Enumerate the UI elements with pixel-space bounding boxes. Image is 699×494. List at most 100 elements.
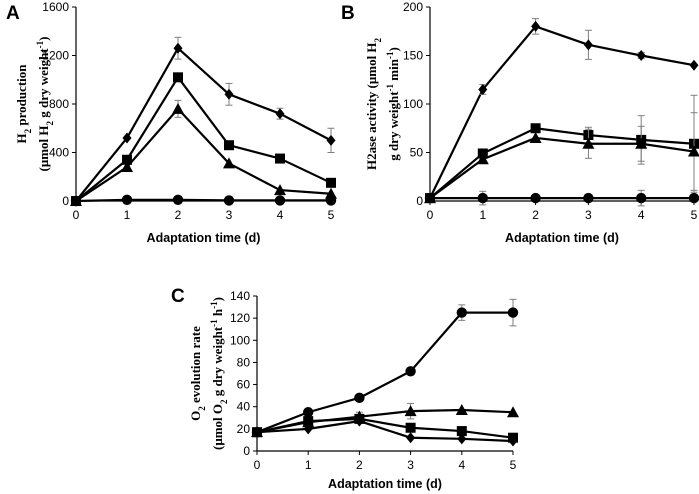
panel-b-point-circle [636,192,647,204]
panel-b-y-tick-label: 200 [403,0,423,14]
panel-c-point-square [456,426,467,437]
panel-c-x-tick-label: 4 [458,458,465,472]
panel-a-point-circle [121,194,133,205]
panel-b-point-diamond [689,59,699,71]
panel-c-point-triangle [507,406,519,418]
panel-c-y-tick-label: 80 [237,355,251,369]
panel-c-y-tick-label: 60 [237,378,251,392]
panel-a-line-circle [75,198,331,203]
panel-b-y-axis-title: H2ase activity (μmol H2g dry weight-1 mi… [364,37,401,170]
panel-a-point-diamond [122,132,132,144]
panel-b-point-circle [530,192,541,204]
panel-a-point-circle [172,194,184,205]
panel-a-point-square [275,153,285,164]
panel-b-point-circle [477,192,488,204]
panel-b-x-tick-label: 0 [427,208,434,222]
panel-c-point-square [405,422,416,433]
panel-a-x-tick-label: 4 [277,208,284,222]
panel-a-point-square [122,154,132,165]
chart-panel-c: 0 20 40 60 80 100 120 140 0 1 2 3 4 5 Adaptation time … [188,289,519,491]
panel-b-point-diamond [636,50,646,61]
panel-b-y-tick-label: 150 [403,49,423,63]
panel-c-series-triangle [251,402,519,438]
panel-a-x-tick-label: 5 [328,208,335,222]
panel-a-x-tick-label: 0 [73,208,80,222]
panel-b-x-tick-label: 1 [479,208,486,222]
panel-c-x-axis-title: Adaptation time (d) [328,477,442,491]
chart-panel-b: 0 50 100 150 200 0 1 2 3 4 5 Adaptation time (d) H2a… [364,0,699,245]
panel-b-point-circle [688,192,699,204]
panel-b-y-tick-label: 100 [403,97,423,111]
panel-c-y-tick-label: 120 [230,311,250,325]
panel-letter-c: C [171,286,185,307]
panel-a-point-diamond [173,42,183,54]
panel-a-y-axis-title-line1: H2 production [14,64,33,144]
panel-c-x-tick-label: 3 [407,458,414,472]
chart-panel-a: 0 400 800 1200 1600 0 1 2 3 4 5 Adaptation time (d)… [14,0,337,245]
panel-a-point-circle [274,195,286,206]
panel-c-point-circle [507,307,519,318]
panel-a-line-square [75,76,332,202]
panel-c-point-diamond [406,432,416,444]
panel-c-point-triangle [404,405,417,417]
panel-b-x-tick-label: 2 [532,208,539,222]
panel-b-line-square [429,127,695,199]
panel-c-x-tick-label: 0 [254,458,261,472]
panel-b-series-diamond [425,18,699,204]
panel-c-point-circle [303,407,314,418]
panel-b-point-triangle [582,137,595,149]
panel-letter-b: B [341,3,355,24]
panel-b-point-diamond [531,20,541,32]
panel-a-y-axis-title-line2: (μmol H2 g dry weight-1) [35,37,55,172]
panel-c-point-diamond [303,423,313,435]
panel-c-point-triangle [455,404,468,416]
panel-a-x-tick-label: 2 [175,208,182,222]
panel-b-point-diamond [478,83,488,95]
panel-c-y-tick-label: 20 [237,422,251,436]
panel-c-point-circle [354,392,365,404]
panel-a-point-square [173,72,183,83]
panel-b-y-axis-title-line1: H2ase activity (μmol H2 [364,37,383,170]
panel-b-line-diamond [429,25,695,199]
panel-a-x-tick-label: 1 [124,208,131,222]
panel-a-series-diamond [71,36,336,207]
panel-a-y-tick-label: 0 [62,194,69,208]
panel-b-series-circle [424,189,699,207]
panel-b-y-axis-title-line2: g dry weight-1 min-1) [385,47,401,161]
panel-a-point-circle [325,195,337,206]
panel-c-point-diamond [508,435,518,447]
panel-a-series-square [71,72,336,206]
panel-c-x-tick-label: 1 [305,458,312,472]
panel-b-y-tick-label: 50 [410,146,424,160]
panel-b-x-tick-label: 5 [691,208,698,222]
panel-a-line-diamond [75,47,332,202]
panel-a-point-diamond [224,88,234,100]
panel-c-y-tick-label: 140 [230,289,250,303]
panel-a-y-axis-title: H2 production(μmol H2 g dry weight-1) [14,37,55,172]
panel-c-point-diamond [252,426,262,438]
panel-a-point-triangle [274,184,286,196]
panel-a-y-tick-label: 800 [49,97,69,111]
panel-a-point-triangle [223,157,235,169]
panel-c-x-tick-label: 5 [510,458,517,472]
panel-c-series-circle [251,298,519,438]
panel-c-point-square [303,416,314,427]
panel-a-point-square [326,177,336,188]
panel-c-line-circle [256,311,513,434]
panel-a-point-circle [223,195,235,206]
panel-c-line-diamond [256,420,514,443]
panel-a-point-triangle [121,161,133,173]
panel-a-series-circle [70,194,337,207]
panel-b-point-triangle [529,131,542,143]
panel-c-line-square [256,417,514,439]
panel-a-point-triangle [172,102,184,114]
panel-b-point-circle [583,192,594,204]
panel-a-point-diamond [275,108,285,120]
panel-c-y-axis-title: O2 evolution rate(μmol O2 g dry weight-1… [188,297,229,450]
panel-b-line-triangle [429,136,695,199]
panel-letter-a: A [6,3,20,24]
panel-a-y-tick-label: 1600 [42,0,69,14]
panel-a-point-circle [70,195,82,207]
panel-c-point-circle [405,366,416,377]
